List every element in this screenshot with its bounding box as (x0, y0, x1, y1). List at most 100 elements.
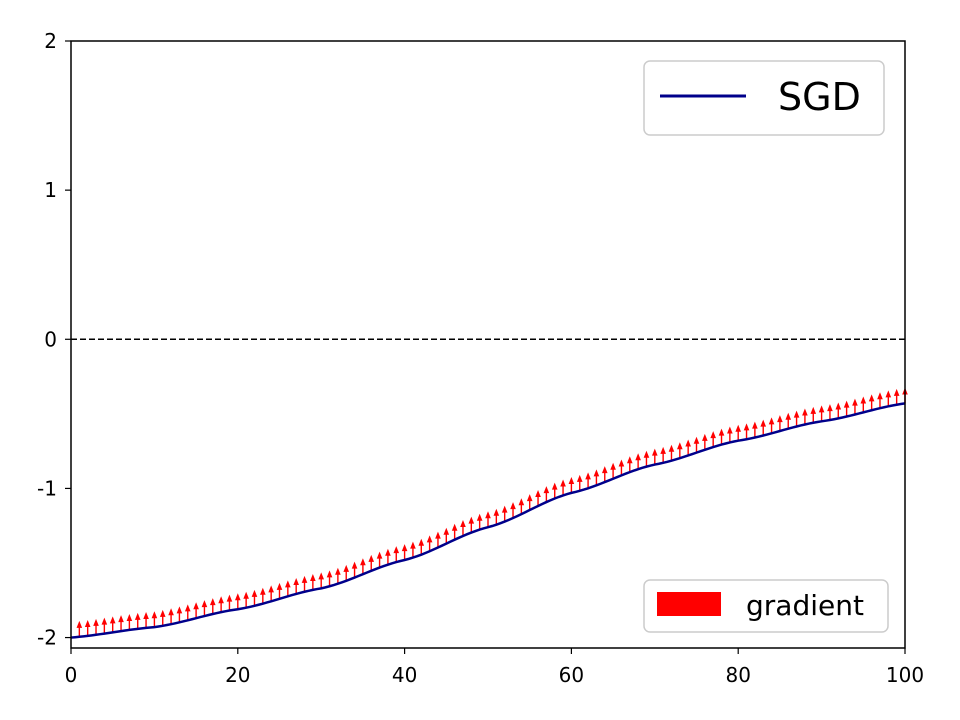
series-layer (70, 402, 906, 639)
gradient-arrow (668, 444, 675, 461)
gradient-arrow (426, 535, 433, 552)
gradient-arrow (476, 513, 483, 530)
gradient-arrow (360, 558, 366, 575)
gradient-arrow (76, 620, 83, 637)
gradient-arrow (643, 450, 650, 467)
gradient-arrow (568, 476, 575, 493)
gradient-arrow (877, 392, 883, 409)
gradient-arrow (576, 474, 583, 491)
gradient-arrow (685, 439, 691, 456)
gradient-arrow (526, 494, 533, 511)
gradient-arrow (843, 400, 850, 417)
gradient-arrow (535, 490, 541, 506)
gradient-arrow (677, 442, 683, 459)
gradient-arrow (343, 564, 350, 581)
series-line-sgd (70, 402, 906, 639)
gradient-arrow (226, 594, 233, 611)
gradient-arrow (293, 578, 299, 594)
gradient-arrow (593, 469, 600, 486)
gradient-arrow (618, 459, 625, 476)
gradient-arrow (752, 421, 758, 438)
legend-swatch-gradient (657, 592, 721, 616)
gradient-arrow (418, 538, 425, 555)
gradient-arrow (451, 523, 458, 540)
legend-label-gradient: gradient (746, 589, 864, 622)
gradient-arrow (551, 482, 558, 499)
gradient-arrow (268, 585, 274, 602)
y-tick-label: -1 (37, 476, 57, 500)
gradient-arrow (368, 554, 375, 571)
gradient-arrow (693, 436, 700, 453)
gradient-arrow (109, 616, 116, 633)
gradient-arrow (601, 466, 608, 483)
x-tick-label: 60 (559, 663, 584, 687)
gradient-arrow (276, 582, 283, 599)
gradient-arrow (243, 591, 249, 608)
gradient-arrow (301, 575, 308, 592)
x-tick-label: 100 (886, 663, 924, 687)
gradient-arrow (151, 611, 158, 628)
gradient-arrow (852, 398, 858, 415)
gradient-arrow (335, 567, 341, 584)
gradient-arrow (201, 600, 208, 617)
gradient-arrow (835, 402, 842, 419)
gradient-arrow (810, 406, 817, 423)
gradient-arrow (393, 546, 400, 563)
plot-frame (70, 40, 906, 649)
gradient-arrows (76, 387, 908, 637)
gradient-arrow (493, 508, 500, 525)
gradient-arrow (501, 505, 508, 522)
x-tick-label: 0 (65, 663, 78, 687)
gradient-arrow (518, 498, 525, 515)
gradient-arrow (260, 587, 266, 604)
gradient-arrow (893, 388, 900, 405)
gradient-arrow (143, 611, 149, 628)
y-tick-label: 2 (44, 29, 57, 53)
gradient-arrow (827, 404, 833, 420)
gradient-arrow (560, 479, 566, 496)
gradient-arrow (718, 428, 725, 445)
x-tick-label: 20 (225, 663, 250, 687)
gradient-arrow (351, 561, 358, 578)
gradient-arrow (118, 615, 124, 632)
gradient-arrow (626, 456, 633, 473)
gradient-arrow (460, 520, 466, 536)
legend-gradient: gradient (643, 579, 889, 633)
x-tick-label: 40 (392, 663, 417, 687)
y-tick-label: 1 (44, 178, 57, 202)
gradient-arrow (251, 589, 258, 606)
legend-box (643, 60, 885, 136)
x-tick-label: 80 (725, 663, 750, 687)
gradient-arrow (868, 394, 875, 411)
gradient-arrow (660, 446, 666, 463)
gradient-arrow (802, 408, 808, 425)
gradient-arrow (768, 417, 775, 434)
gradient-arrow (785, 412, 792, 429)
gradient-arrow (702, 433, 708, 450)
gradient-arrow (176, 606, 183, 623)
gradient-arrow (310, 573, 316, 590)
gradient-arrow (652, 448, 658, 465)
gradient-arrow (209, 598, 216, 615)
gradient-arrow (184, 604, 191, 621)
gradient-arrow (401, 544, 408, 561)
gradient-arrow (543, 486, 550, 503)
gradient-arrow (710, 431, 716, 448)
gradient-arrow (443, 527, 450, 544)
gradient-arrow (235, 593, 241, 610)
gradient-arrow (385, 548, 391, 565)
y-tick-label: 0 (44, 327, 57, 351)
gradient-arrow (410, 541, 416, 558)
gradient-arrow (635, 453, 641, 470)
gradient-arrow (376, 551, 383, 568)
gradient-arrow (218, 596, 224, 613)
legend-label-sgd: SGD (778, 75, 861, 119)
gradient-arrow (126, 613, 133, 630)
gradient-arrow (760, 419, 767, 436)
gradient-arrow (159, 609, 166, 626)
gradient-arrow (485, 511, 491, 528)
gradient-arrow (193, 602, 199, 619)
gradient-arrow (326, 570, 333, 587)
gradient-arrow (101, 617, 108, 634)
